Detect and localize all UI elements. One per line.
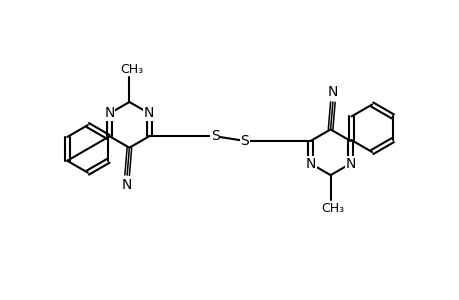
Text: S: S: [240, 134, 248, 148]
Text: S: S: [211, 129, 219, 143]
Text: N: N: [122, 178, 132, 192]
Text: N: N: [144, 106, 154, 120]
Text: CH₃: CH₃: [321, 202, 344, 214]
Text: N: N: [104, 106, 115, 120]
Text: CH₃: CH₃: [120, 63, 143, 76]
Text: N: N: [327, 85, 337, 99]
Text: N: N: [305, 157, 315, 171]
Text: N: N: [344, 157, 355, 171]
